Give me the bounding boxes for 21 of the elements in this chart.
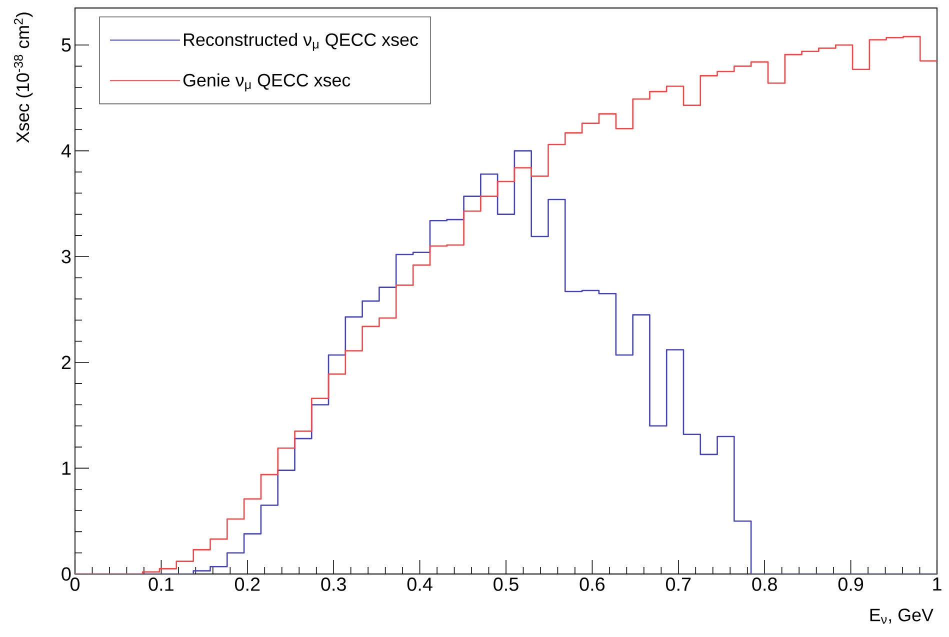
x-tick-label: 0 — [70, 578, 80, 591]
y-axis-title: Xsec (10$^{-38}$ cm$^{2}$) — [14, 12, 33, 143]
y-tick-label: 2 — [62, 356, 71, 370]
x-tick-label: 0.9 — [838, 578, 864, 591]
y-tick-label: 0 — [62, 567, 71, 581]
x-tick-label: 0.7 — [666, 578, 691, 591]
legend-label: Genie ν$_{μ}$ QECC xsec — [183, 73, 350, 92]
x-axis-title: E$_{ν}$, GeV — [870, 608, 934, 624]
x-tick-label: 0.3 — [321, 578, 346, 591]
x-tick-label: 0.2 — [234, 578, 260, 591]
x-tick-label: 0.5 — [494, 578, 518, 591]
y-tick-label: 1 — [62, 462, 71, 475]
x-tick-label: 1 — [933, 578, 942, 591]
x-tick-label: 0.6 — [580, 578, 605, 591]
x-tick-label: 0.4 — [407, 578, 432, 591]
legend-label: Reconstructed ν$_{μ}$ QECC xsec — [184, 32, 418, 51]
x-tick-label: 0.8 — [752, 578, 777, 591]
y-tick-label: 4 — [61, 144, 71, 158]
x-tick-label: 0.1 — [148, 578, 174, 591]
y-tick-label: 3 — [62, 250, 71, 264]
y-tick-label: 5 — [62, 38, 71, 52]
